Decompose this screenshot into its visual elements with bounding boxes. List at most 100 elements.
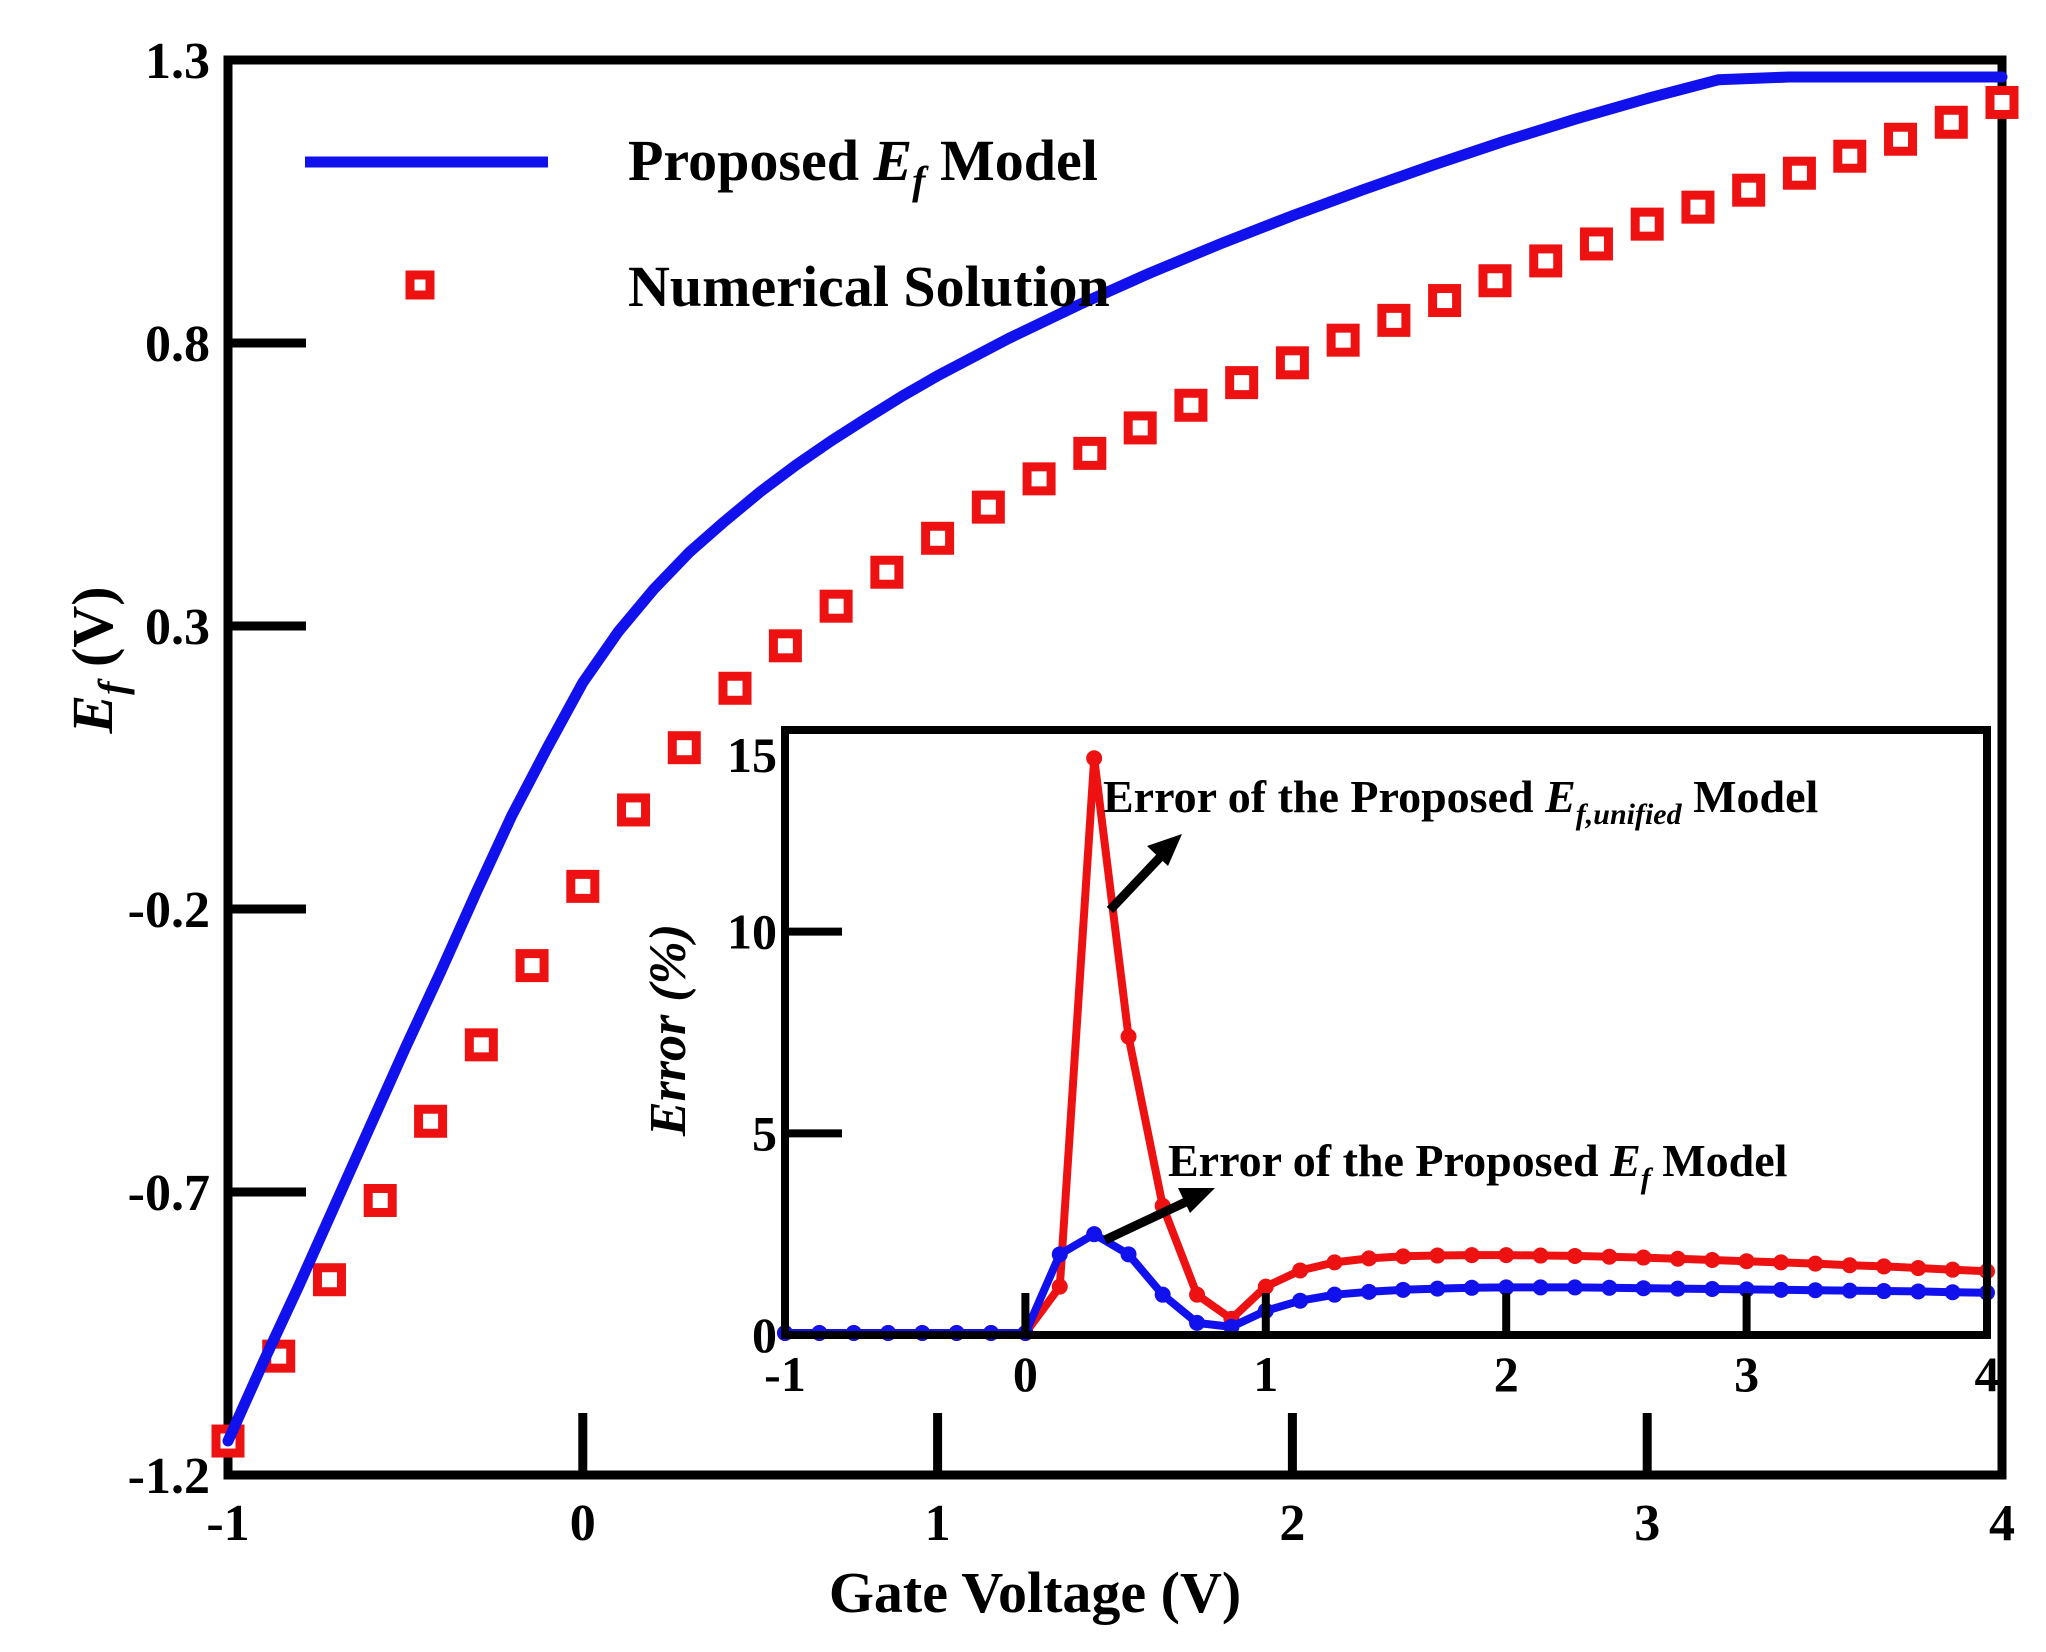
data-point-ef-model-error <box>1360 1283 1377 1300</box>
data-point-numerical-solution <box>1681 190 1715 224</box>
inset-x-tick-label: 0 <box>1013 1346 1038 1402</box>
data-point-unified-model-error <box>1532 1247 1549 1264</box>
data-point-unified-model-error <box>1395 1248 1412 1265</box>
data-point-ef-model-error <box>1326 1286 1343 1303</box>
data-point-numerical-solution <box>1985 85 2019 119</box>
data-point-numerical-solution <box>414 1104 448 1138</box>
annotation-ef-subscript: f <box>1641 1162 1654 1195</box>
data-point-ef-model-error <box>1841 1282 1858 1299</box>
y-tick-label: 1.3 <box>145 33 210 90</box>
data-point-numerical-solution <box>1529 244 1563 278</box>
data-point-ef-model-error <box>1154 1286 1171 1303</box>
legend-entry-post: Model <box>925 128 1097 193</box>
data-point-unified-model-error <box>1772 1254 1789 1271</box>
data-point-ef-model-error <box>1704 1281 1721 1298</box>
data-point-ef-model-error <box>1772 1281 1789 1298</box>
legend-entry-subscript: f <box>912 158 929 203</box>
annotation-unified-arrow <box>1106 848 1169 914</box>
legend-marker-swatch <box>405 270 435 300</box>
data-point-numerical-solution <box>1934 105 1968 139</box>
data-point-numerical-solution <box>1225 366 1259 400</box>
data-point-unified-model-error <box>1189 1286 1206 1303</box>
annotation-ef-arrow <box>1103 1195 1192 1245</box>
x-tick-label: -1 <box>206 1495 249 1552</box>
data-point-numerical-solution <box>1123 411 1157 445</box>
data-point-unified-model-error <box>1292 1262 1309 1279</box>
data-point-unified-model-error <box>1257 1278 1274 1295</box>
data-point-numerical-solution <box>1732 173 1766 207</box>
series-line-proposed-model <box>222 71 2008 1447</box>
annotation-unified-subscript: f,unified <box>1576 798 1683 831</box>
data-point-unified-model-error <box>1704 1251 1721 1268</box>
data-point-numerical-solution <box>1073 436 1107 470</box>
annotation-unified-arrowhead <box>1147 834 1182 866</box>
inset-x-tick-label: 2 <box>1494 1346 1519 1402</box>
data-point-numerical-solution <box>1022 462 1056 496</box>
y-tick-label: -0.7 <box>128 1165 210 1222</box>
data-point-numerical-solution <box>921 521 955 555</box>
inset-x-tick-label: 1 <box>1253 1346 1278 1402</box>
data-point-ef-model-error <box>1669 1280 1686 1297</box>
inset-x-tick-label: -1 <box>764 1346 806 1402</box>
inset-background <box>785 730 1987 1335</box>
data-point-numerical-solution <box>1478 264 1512 298</box>
data-point-numerical-solution <box>1884 122 1918 156</box>
data-point-ef-model-error <box>1051 1246 1068 1263</box>
data-point-numerical-solution <box>768 629 802 663</box>
data-point-ef-model-error <box>1601 1279 1618 1296</box>
annotation-unified-model: Error of the Proposed Ef,unified Model <box>1103 771 1818 831</box>
annotation-unified-symbol: E <box>1544 771 1576 822</box>
data-point-numerical-solution <box>1833 139 1867 173</box>
legend: Proposed Ef Model Numerical Solution <box>305 128 1110 319</box>
data-point-numerical-solution <box>566 869 600 903</box>
data-point-unified-model-error <box>1360 1250 1377 1267</box>
data-point-numerical-solution <box>1579 227 1613 261</box>
legend-entry-proposed-model: Proposed Ef Model <box>628 128 1098 203</box>
y-tick-label: -1.2 <box>128 1448 210 1505</box>
data-point-ef-model-error <box>1292 1292 1309 1309</box>
x-tick-label: 1 <box>925 1495 951 1552</box>
data-point-unified-model-error <box>1635 1249 1652 1266</box>
y-axis-label: Ef (V) <box>60 586 135 734</box>
data-point-unified-model-error <box>1498 1247 1515 1264</box>
data-point-unified-model-error <box>1910 1260 1927 1277</box>
data-point-numerical-solution <box>617 793 651 827</box>
data-point-numerical-solution <box>515 949 549 983</box>
data-point-unified-model-error <box>1807 1255 1824 1272</box>
data-point-unified-model-error <box>1601 1248 1618 1265</box>
data-point-ef-model-error <box>1532 1279 1549 1296</box>
data-point-unified-model-error <box>1086 750 1103 767</box>
legend-entry-numerical-solution: Numerical Solution <box>628 254 1110 319</box>
data-point-numerical-solution <box>1174 388 1208 422</box>
y-axis-label-unit: (V) <box>60 586 125 681</box>
x-tick-label: 2 <box>1279 1495 1305 1552</box>
data-point-ef-model-error <box>1463 1279 1480 1296</box>
data-point-numerical-solution <box>667 731 701 765</box>
data-point-ef-model-error <box>1944 1284 1961 1301</box>
y-tick-label: -0.2 <box>128 882 210 939</box>
inset-x-tick-label: 3 <box>1734 1346 1759 1402</box>
main-series <box>211 71 2019 1458</box>
x-tick-label: 0 <box>570 1495 596 1552</box>
data-point-numerical-solution <box>971 490 1005 524</box>
data-point-numerical-solution <box>1275 346 1309 380</box>
data-point-unified-model-error <box>1326 1254 1343 1271</box>
main-axis-ticks: -1.2-0.7-0.20.30.81.3-1 0 1 2 3 4 <box>128 33 2015 1552</box>
data-point-ef-model-error <box>1498 1279 1515 1296</box>
legend-entry-symbol: E <box>872 128 912 193</box>
data-point-unified-model-error <box>1566 1247 1583 1264</box>
main-plot-frame <box>223 55 2007 1480</box>
data-point-unified-model-error <box>1944 1261 1961 1278</box>
data-point-unified-model-error <box>1738 1253 1755 1270</box>
data-point-unified-model-error <box>1051 1278 1068 1295</box>
data-point-unified-model-error <box>1841 1257 1858 1274</box>
data-point-ef-model-error <box>1566 1279 1583 1296</box>
data-point-ef-model-error <box>1635 1280 1652 1297</box>
inset-y-tick-label: 10 <box>727 904 777 960</box>
data-point-ef-model-error <box>1875 1283 1892 1300</box>
data-point-numerical-solution <box>870 555 904 589</box>
data-point-ef-model-error <box>1223 1318 1240 1335</box>
inset-y-axis-label: Error (%) <box>640 924 697 1137</box>
legend-entry-pre: Proposed <box>628 128 873 193</box>
